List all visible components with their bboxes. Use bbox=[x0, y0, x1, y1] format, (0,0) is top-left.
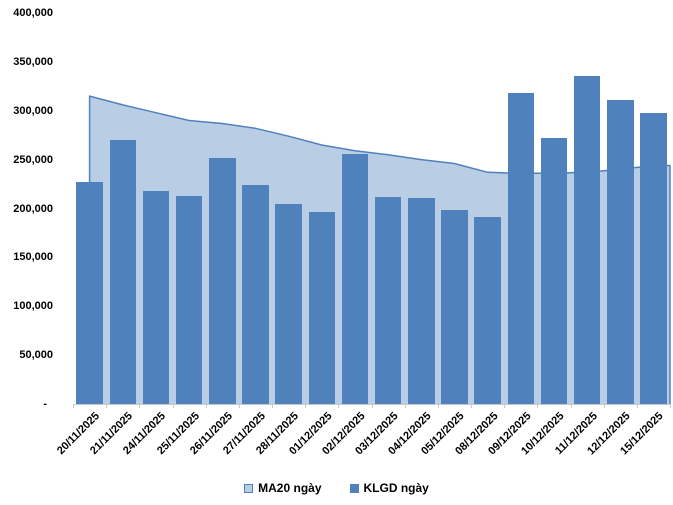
x-axis-tick bbox=[670, 404, 671, 408]
x-axis-tick bbox=[139, 404, 141, 408]
x-axis-tick bbox=[570, 404, 572, 408]
bar-21-11-2025 bbox=[109, 140, 136, 404]
bar-01-12-2025 bbox=[308, 212, 335, 404]
y-axis-label: 50,000 bbox=[19, 349, 53, 362]
bar-02-12-2025 bbox=[341, 153, 369, 404]
bar-15-12-2025 bbox=[640, 112, 667, 404]
y-axis-label: - bbox=[43, 398, 47, 410]
y-axis-label: 400,000 bbox=[13, 7, 53, 19]
x-axis-tick bbox=[238, 404, 240, 408]
bar-04-12-2025 bbox=[408, 197, 435, 404]
y-axis-label: 100,000 bbox=[13, 300, 53, 313]
x-axis-ticks bbox=[73, 13, 671, 408]
x-axis-tick bbox=[205, 404, 207, 408]
y-axis-label: 200,000 bbox=[13, 202, 53, 215]
legend-label-klgd: KLGD ngày bbox=[363, 481, 429, 495]
klgd-bar-series bbox=[73, 13, 670, 404]
bar-26-11-2025 bbox=[209, 157, 236, 404]
x-axis-tick bbox=[537, 404, 539, 408]
x-axis-tick bbox=[437, 404, 439, 408]
legend: MA20 ngày KLGD ngày bbox=[0, 481, 673, 495]
bar-24-11-2025 bbox=[142, 190, 170, 404]
bar-08-12-2025 bbox=[474, 217, 501, 404]
x-axis-tick bbox=[504, 404, 506, 408]
x-axis-tick bbox=[471, 404, 472, 408]
bar-20-11-2025 bbox=[76, 182, 103, 404]
bar-25-11-2025 bbox=[175, 195, 203, 404]
bar-12-12-2025 bbox=[607, 100, 634, 404]
y-axis-label: 250,000 bbox=[13, 153, 53, 166]
bar-11-12-2025 bbox=[573, 75, 601, 404]
x-axis-tick bbox=[338, 404, 340, 408]
klgd-swatch-icon bbox=[349, 483, 359, 493]
x-axis-tick bbox=[404, 404, 406, 408]
bar-03-12-2025 bbox=[374, 196, 402, 404]
x-axis-tick bbox=[603, 404, 605, 408]
y-axis-label: 150,000 bbox=[13, 251, 53, 264]
x-axis-tick bbox=[172, 404, 174, 408]
x-axis-tick bbox=[636, 404, 638, 408]
x-axis-tick bbox=[371, 404, 373, 408]
x-axis-tick bbox=[305, 404, 307, 408]
bar-28-11-2025 bbox=[275, 203, 302, 404]
plot-area bbox=[73, 13, 671, 408]
bar-05-12-2025 bbox=[441, 209, 468, 404]
bar-27-11-2025 bbox=[242, 185, 269, 404]
x-axis-tick bbox=[73, 404, 74, 408]
y-axis-label: 300,000 bbox=[13, 104, 53, 117]
bar-10-12-2025 bbox=[540, 138, 568, 404]
x-axis-tick bbox=[272, 404, 273, 408]
legend-item-ma20: MA20 ngày bbox=[244, 481, 322, 495]
bar-09-12-2025 bbox=[507, 93, 534, 404]
x-axis-tick bbox=[106, 404, 108, 408]
y-axis-label: 350,000 bbox=[13, 55, 53, 68]
legend-label-ma20: MA20 ngày bbox=[258, 481, 322, 495]
ma20-swatch-icon bbox=[244, 483, 254, 493]
legend-item-klgd: KLGD ngày bbox=[349, 481, 429, 495]
y-axis: - 50,000 100,000 150,000 200,000 250,000 300,0… bbox=[0, 0, 53, 410]
